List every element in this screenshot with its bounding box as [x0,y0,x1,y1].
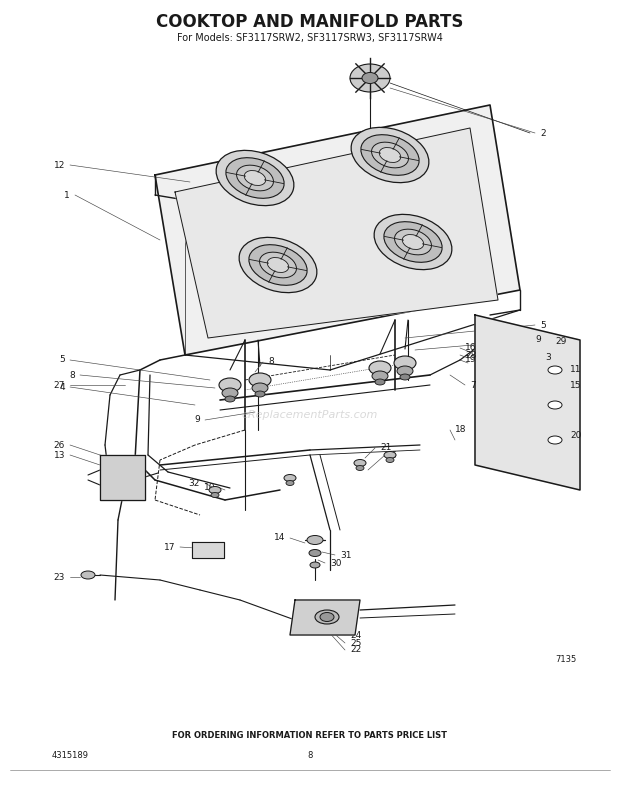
Ellipse shape [394,229,432,255]
Ellipse shape [356,465,364,471]
Text: FOR ORDERING INFORMATION REFER TO PARTS PRICE LIST: FOR ORDERING INFORMATION REFER TO PARTS … [172,731,448,740]
Polygon shape [155,105,520,355]
Ellipse shape [226,157,284,199]
Ellipse shape [374,214,452,270]
Ellipse shape [362,73,378,84]
Polygon shape [192,542,224,558]
Text: 22: 22 [350,645,361,654]
Text: 13: 13 [53,451,65,460]
Ellipse shape [548,436,562,444]
Ellipse shape [320,612,334,622]
Ellipse shape [379,148,401,162]
Text: 4315189: 4315189 [52,751,89,759]
Text: 2: 2 [540,128,546,138]
Ellipse shape [310,562,320,568]
Text: 8: 8 [308,751,312,759]
Ellipse shape [309,550,321,557]
Ellipse shape [397,366,413,376]
Text: 7: 7 [470,380,476,389]
Text: 8: 8 [69,370,75,380]
Text: eReplacementParts.com: eReplacementParts.com [242,410,378,420]
Text: 16: 16 [465,343,477,353]
Text: 15: 15 [570,380,582,389]
Ellipse shape [386,457,394,463]
Text: 26: 26 [53,441,65,449]
Text: 18: 18 [455,426,466,434]
Text: 6: 6 [390,451,396,460]
Ellipse shape [209,486,221,494]
Ellipse shape [237,165,273,191]
Ellipse shape [249,244,307,286]
Text: 30: 30 [330,558,342,567]
Polygon shape [100,455,145,500]
Text: COOKTOP AND MANIFOLD PARTS: COOKTOP AND MANIFOLD PARTS [156,13,464,31]
Text: 12: 12 [53,161,65,169]
Text: 1: 1 [64,191,70,199]
Text: 7135: 7135 [555,656,576,664]
Text: 24: 24 [350,630,361,639]
Ellipse shape [219,378,241,392]
Ellipse shape [216,150,294,206]
Text: 19: 19 [465,355,477,365]
Text: 29: 29 [555,338,567,346]
Ellipse shape [372,371,388,381]
Ellipse shape [225,396,235,402]
Ellipse shape [244,171,266,185]
Text: 17: 17 [164,543,175,551]
Ellipse shape [384,221,442,263]
Ellipse shape [81,571,95,579]
Ellipse shape [350,64,390,92]
Ellipse shape [211,493,219,498]
Text: 32: 32 [188,479,200,487]
Ellipse shape [354,460,366,467]
Text: 9: 9 [535,335,541,345]
Text: 20: 20 [570,430,582,440]
Text: 4: 4 [60,383,65,392]
Ellipse shape [307,536,323,544]
Text: 21: 21 [380,444,391,452]
Ellipse shape [400,374,410,380]
Ellipse shape [548,366,562,374]
Text: 14: 14 [273,533,285,543]
Ellipse shape [384,452,396,459]
Text: 31: 31 [340,551,352,559]
Text: 25: 25 [350,638,361,648]
Text: 5: 5 [540,320,546,330]
Ellipse shape [222,388,238,398]
Polygon shape [175,128,498,338]
Ellipse shape [315,610,339,624]
Ellipse shape [267,258,289,272]
Polygon shape [290,600,360,635]
Ellipse shape [394,356,416,370]
Text: 28: 28 [465,350,476,359]
Ellipse shape [402,234,423,249]
Ellipse shape [249,373,271,387]
Ellipse shape [255,391,265,397]
Ellipse shape [548,401,562,409]
Ellipse shape [239,237,317,293]
Ellipse shape [284,475,296,482]
Ellipse shape [369,361,391,375]
Ellipse shape [371,142,409,168]
Text: 8: 8 [268,358,274,366]
Text: For Models: SF3117SRW2, SF3117SRW3, SF3117SRW4: For Models: SF3117SRW2, SF3117SRW3, SF31… [177,33,443,43]
Text: 11: 11 [570,365,582,374]
Text: 23: 23 [53,573,65,581]
Text: 5: 5 [60,355,65,365]
Ellipse shape [361,134,419,176]
Polygon shape [475,315,580,490]
Ellipse shape [351,127,429,183]
Text: 10: 10 [203,483,215,493]
Ellipse shape [252,383,268,393]
Ellipse shape [260,252,296,278]
Text: 3: 3 [545,354,551,362]
Ellipse shape [375,379,385,385]
Text: 27: 27 [53,380,65,389]
Ellipse shape [286,480,294,486]
Text: 9: 9 [194,415,200,425]
